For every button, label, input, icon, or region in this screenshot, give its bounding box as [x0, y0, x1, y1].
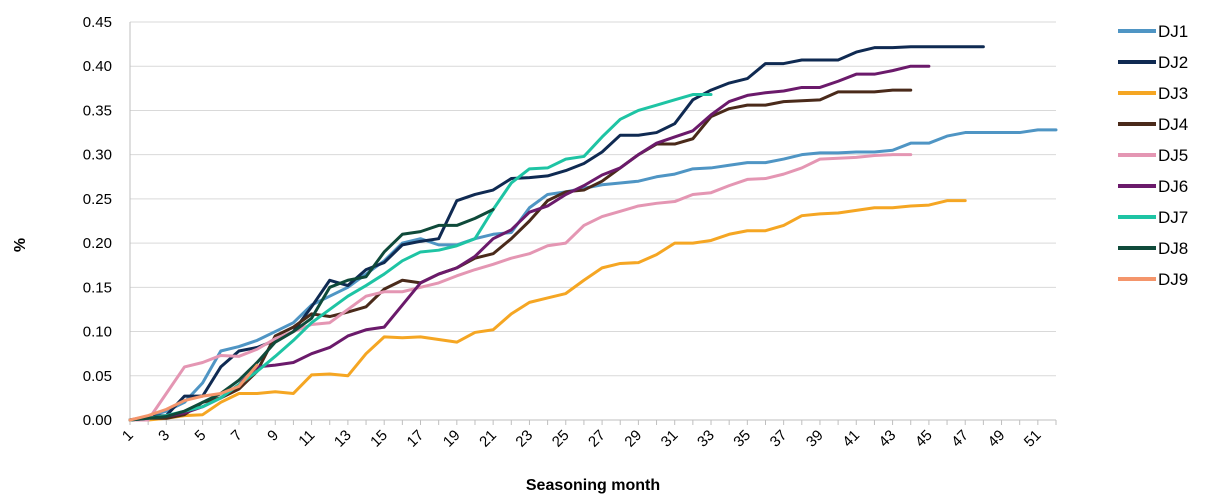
x-tick-label: 3 [155, 427, 173, 445]
legend: DJ1 DJ2 DJ3 DJ4 DJ5 DJ6 DJ7 DJ8 DJ9 [1118, 22, 1188, 289]
legend-label-dj3: DJ3 [1158, 84, 1188, 103]
y-tick-label: 0.35 [83, 102, 112, 119]
y-tick-label: 0.45 [83, 14, 112, 31]
legend-label-dj7: DJ7 [1158, 208, 1188, 227]
x-tick-label: 27 [585, 427, 609, 451]
x-tick-label: 47 [948, 427, 972, 451]
y-tick-label: 0.00 [83, 412, 112, 429]
x-tick-label: 15 [367, 427, 391, 451]
x-tick-label: 31 [658, 427, 682, 451]
x-tick-label: 25 [549, 427, 573, 451]
series-line-dj9 [128, 363, 259, 422]
x-tick-label: 45 [912, 427, 936, 451]
y-tick-label: 0.15 [83, 279, 112, 296]
series-line-dj8 [128, 208, 495, 422]
gridlines [130, 21, 1056, 377]
legend-label-dj6: DJ6 [1158, 177, 1188, 196]
series-line-dj5 [128, 153, 913, 422]
y-tick-label: 0.25 [83, 191, 112, 208]
x-tick-label: 1 [119, 427, 137, 445]
x-tick-label: 33 [694, 427, 718, 451]
x-tick-label: 11 [295, 427, 318, 450]
y-axis-title: % [12, 238, 29, 252]
x-tick-label: 51 [1021, 427, 1045, 451]
x-tick-label: 37 [767, 427, 791, 451]
legend-label-dj9: DJ9 [1158, 270, 1188, 289]
x-tick-label: 29 [621, 427, 645, 451]
legend-label-dj2: DJ2 [1158, 53, 1188, 72]
x-tick-label: 49 [985, 427, 1009, 451]
series-lines [128, 45, 1058, 422]
y-tick-label: 0.05 [83, 368, 112, 385]
x-tick-label: 35 [730, 427, 754, 451]
x-tick-label: 17 [404, 427, 428, 451]
x-tick-label: 39 [803, 427, 827, 451]
legend-label-dj1: DJ1 [1158, 22, 1188, 41]
axes [129, 22, 1057, 425]
x-axis-title: Seasoning month [526, 477, 660, 494]
y-tick-label: 0.30 [83, 147, 112, 164]
y-tick-label: 0.10 [83, 324, 112, 341]
x-tick-label: 43 [876, 427, 900, 451]
x-tick-label: 19 [440, 427, 464, 451]
x-tick-label: 13 [331, 427, 355, 451]
x-tick-label: 41 [839, 427, 863, 451]
x-tick-label: 21 [476, 427, 500, 451]
x-tick-label: 9 [264, 427, 282, 445]
series-line-dj7 [128, 93, 713, 422]
series-line-dj3 [128, 199, 967, 422]
y-tick-label: 0.20 [83, 235, 112, 252]
x-tick-label: 7 [228, 427, 246, 445]
x-tick-label: 23 [512, 427, 536, 451]
x-tick-label: 5 [192, 427, 210, 445]
legend-label-dj5: DJ5 [1158, 146, 1188, 165]
legend-label-dj8: DJ8 [1158, 239, 1188, 258]
y-tick-label: 0.40 [83, 58, 112, 75]
legend-label-dj4: DJ4 [1158, 115, 1188, 134]
tick-labels: 0.00 0.05 0.10 0.15 0.20 0.25 0.30 0.35 0.40 0.45… [83, 14, 1045, 451]
